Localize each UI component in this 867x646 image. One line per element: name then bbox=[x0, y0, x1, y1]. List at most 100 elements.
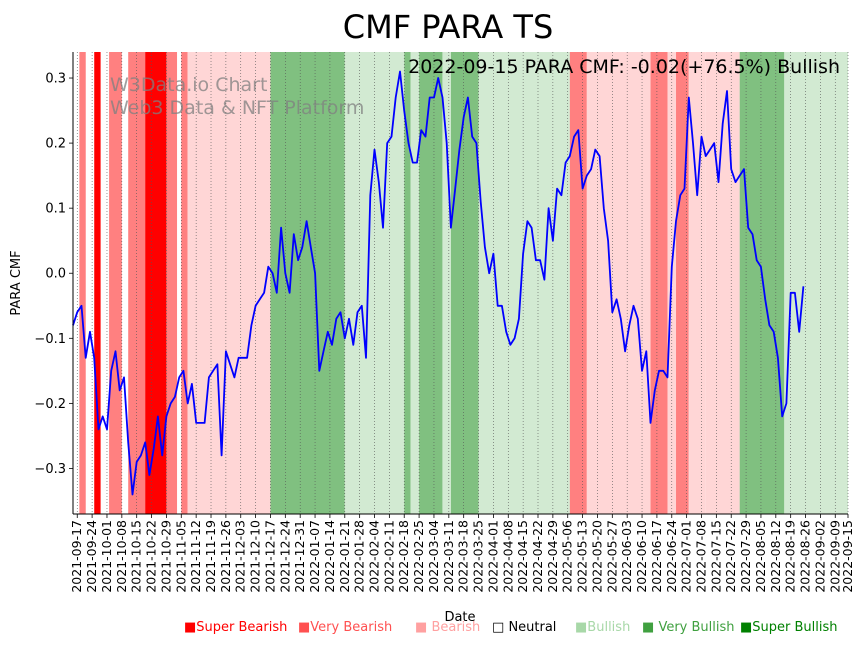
legend-item-super-bullish: ■Super Bullish bbox=[740, 620, 838, 635]
legend-item-neutral: □ Neutral bbox=[492, 620, 556, 635]
x-tick-label: 2022-07-29 bbox=[738, 520, 753, 593]
band-bullish bbox=[410, 52, 420, 514]
x-tick-label: 2022-03-04 bbox=[426, 520, 441, 593]
x-tick-label: 2022-03-18 bbox=[456, 520, 471, 593]
x-tick-label: 2022-07-22 bbox=[723, 520, 738, 593]
watermark-line-2: Web3 Data & NFT Platform bbox=[110, 97, 364, 119]
x-tick-label: 2022-01-21 bbox=[337, 520, 352, 593]
band-super-bearish bbox=[94, 52, 101, 514]
x-tick-label: 2022-05-06 bbox=[560, 520, 575, 593]
x-tick-label: 2021-12-24 bbox=[277, 520, 292, 593]
x-tick-label: 2021-10-22 bbox=[144, 520, 159, 593]
legend-label: Very Bullish bbox=[658, 620, 735, 635]
x-tick-label: 2021-11-26 bbox=[218, 520, 233, 593]
x-tick-label: 2022-02-25 bbox=[411, 520, 426, 593]
legend-marker: ■ bbox=[575, 620, 588, 635]
x-tick-label: 2022-02-04 bbox=[367, 520, 382, 593]
x-axis-label: Date bbox=[444, 610, 475, 625]
band-very-bullish bbox=[739, 52, 785, 514]
x-tick-label: 2022-04-08 bbox=[500, 520, 515, 593]
legend-item-very-bearish: ■Very Bearish bbox=[298, 620, 392, 635]
x-tick-label: 2021-10-15 bbox=[129, 520, 144, 593]
x-tick-label: 2021-10-29 bbox=[158, 520, 173, 593]
y-tick-label: −0.1 bbox=[34, 332, 66, 347]
y-tick-label: 0.3 bbox=[45, 72, 66, 87]
x-tick-label: 2021-11-19 bbox=[203, 520, 218, 593]
band-very-bullish bbox=[404, 52, 411, 514]
x-tick-label: 2022-05-20 bbox=[589, 520, 604, 593]
x-tick-label: 2021-10-01 bbox=[99, 520, 114, 593]
cmf-series-line bbox=[72, 70, 805, 496]
series-layer bbox=[72, 70, 805, 496]
y-tick-label: 0.1 bbox=[45, 202, 66, 217]
x-tick-label: 2022-04-01 bbox=[485, 520, 500, 593]
chart-title: CMF PARA TS bbox=[343, 8, 554, 46]
legend-label: Super Bearish bbox=[196, 620, 288, 635]
legend-marker: ■ bbox=[642, 620, 655, 635]
x-tick-label: 2022-06-17 bbox=[649, 520, 664, 593]
x-tick-label: 2022-06-24 bbox=[664, 520, 679, 593]
legend-label: Bearish bbox=[431, 620, 481, 635]
x-tick-label: 2021-11-12 bbox=[188, 520, 203, 593]
x-tick-label: 2022-04-22 bbox=[530, 520, 545, 593]
x-tick-label: 2022-09-02 bbox=[812, 520, 827, 593]
x-tick-label: 2021-12-10 bbox=[248, 520, 263, 593]
legend-marker: ■ bbox=[415, 620, 428, 635]
band-bearish bbox=[688, 52, 706, 514]
x-tick-label: 2022-05-27 bbox=[604, 520, 619, 593]
legend-item-very-bullish: ■ Very Bullish bbox=[642, 620, 735, 635]
band-bullish bbox=[478, 52, 570, 514]
x-tick-label: 2022-08-19 bbox=[783, 520, 798, 593]
legend-label: Neutral bbox=[508, 620, 557, 635]
x-tick-label: 2022-04-15 bbox=[515, 520, 530, 593]
x-tick-label: 2022-06-10 bbox=[634, 520, 649, 593]
status-annotation: 2022-09-15 PARA CMF: -0.02(+76.5%) Bulli… bbox=[408, 56, 840, 78]
y-axis-label: PARA CMF bbox=[9, 250, 24, 315]
x-tick-label: 2022-01-07 bbox=[307, 520, 322, 593]
y-tick-label: −0.3 bbox=[34, 462, 66, 477]
x-tick-label: 2021-11-05 bbox=[173, 520, 188, 593]
x-tick-label: 2022-06-03 bbox=[619, 520, 634, 593]
x-tick-label: 2022-09-15 bbox=[840, 520, 855, 593]
band-very-bearish bbox=[650, 52, 668, 514]
legend-label: Very Bearish bbox=[310, 620, 393, 635]
band-very-bullish bbox=[419, 52, 443, 514]
band-bullish bbox=[442, 52, 451, 514]
x-tick-label: 2022-05-13 bbox=[575, 520, 590, 593]
band-very-bullish bbox=[270, 52, 345, 514]
band-bearish bbox=[586, 52, 651, 514]
band-very-bearish bbox=[109, 52, 122, 514]
x-tick-label: 2022-07-01 bbox=[679, 520, 694, 593]
x-tick-label: 2022-02-11 bbox=[381, 520, 396, 593]
x-tick-label: 2022-08-05 bbox=[753, 520, 768, 593]
x-tick-label: 2022-08-12 bbox=[768, 520, 783, 593]
legend-marker: ■ bbox=[740, 620, 753, 635]
band-very-bearish bbox=[181, 52, 188, 514]
x-tick-label: 2022-01-28 bbox=[352, 520, 367, 593]
x-tick-label: 2021-09-17 bbox=[69, 520, 84, 593]
x-tick-label: 2022-03-11 bbox=[441, 520, 456, 593]
x-tick-label: 2022-01-14 bbox=[322, 520, 337, 593]
x-tick-label: 2022-02-18 bbox=[396, 520, 411, 593]
band-very-bearish bbox=[569, 52, 587, 514]
band-bullish bbox=[784, 52, 848, 514]
x-tick-label: 2021-09-24 bbox=[84, 520, 99, 593]
legend-item-super-bearish: ■Super Bearish bbox=[184, 620, 287, 635]
x-tick-label: 2022-09-09 bbox=[827, 520, 842, 593]
band-very-bullish bbox=[450, 52, 479, 514]
y-tick-label: −0.2 bbox=[34, 397, 66, 412]
y-tick-label: 0.0 bbox=[45, 267, 66, 282]
legend-item-bearish: ■ Bearish bbox=[415, 620, 480, 635]
watermark-line-1: W3Data.io Chart bbox=[110, 74, 267, 96]
band-bearish bbox=[187, 52, 271, 514]
y-tick-label: 0.2 bbox=[45, 137, 66, 152]
legend-marker: □ bbox=[492, 620, 505, 635]
vertical-grid bbox=[76, 52, 849, 514]
legend-marker: ■ bbox=[184, 620, 197, 635]
x-tick-label: 2021-12-17 bbox=[262, 520, 277, 593]
band-very-bearish bbox=[79, 52, 86, 514]
x-tick-label: 2021-12-03 bbox=[233, 520, 248, 593]
band-very-bearish bbox=[166, 52, 178, 514]
x-tick-label: 2022-04-29 bbox=[545, 520, 560, 593]
